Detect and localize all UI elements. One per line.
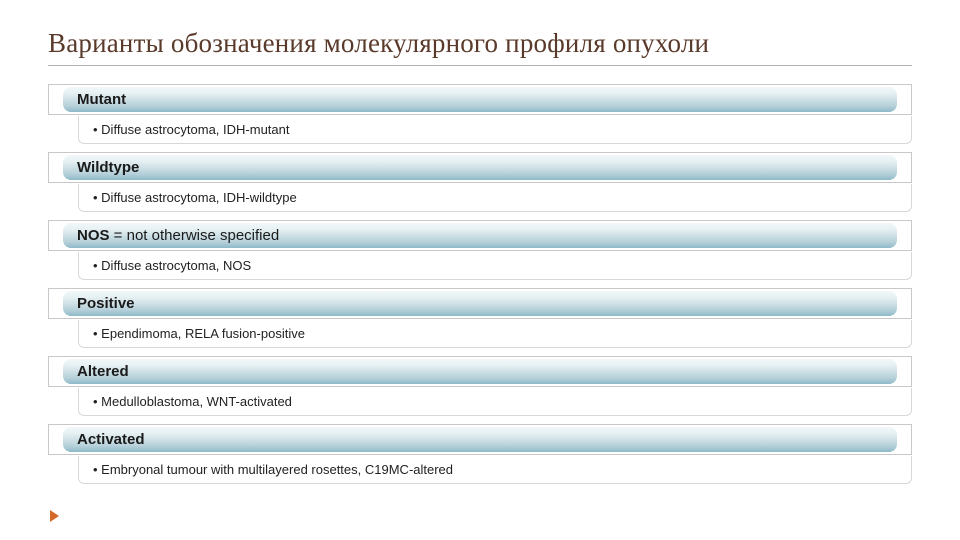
section-header-wrap: Mutant (48, 84, 912, 115)
section-header-label: Wildtype (77, 159, 139, 176)
section-body: • Diffuse astrocytoma, IDH-mutant (78, 116, 912, 144)
section-header-wrap: Positive (48, 288, 912, 319)
section: Positive • Ependimoma, RELA fusion-posit… (48, 288, 912, 348)
slide-title: Варианты обозначения молекулярного профи… (48, 28, 912, 66)
section-header: Altered (63, 359, 897, 384)
section-header-label: Mutant (77, 91, 126, 108)
sections-container: Mutant • Diffuse astrocytoma, IDH-mutant… (48, 84, 912, 484)
section: Mutant • Diffuse astrocytoma, IDH-mutant (48, 84, 912, 144)
section-header-wrap: Altered (48, 356, 912, 387)
section-header: Positive (63, 291, 897, 316)
section-body: • Diffuse astrocytoma, NOS (78, 252, 912, 280)
section: Activated • Embryonal tumour with multil… (48, 424, 912, 484)
slide-marker-icon (50, 510, 59, 522)
section-header-wrap: NOS = not otherwise specified (48, 220, 912, 251)
section-body: • Embryonal tumour with multilayered ros… (78, 456, 912, 484)
section-header-label: Activated (77, 431, 145, 448)
section-header: Mutant (63, 87, 897, 112)
section: Wildtype • Diffuse astrocytoma, IDH-wild… (48, 152, 912, 212)
section-header: Activated (63, 427, 897, 452)
section-header: Wildtype (63, 155, 897, 180)
section-header-label: Altered (77, 363, 129, 380)
section-header-wrap: Wildtype (48, 152, 912, 183)
section-body: • Diffuse astrocytoma, IDH-wildtype (78, 184, 912, 212)
section: NOS = not otherwise specified • Diffuse … (48, 220, 912, 280)
section-body: • Medulloblastoma, WNT-activated (78, 388, 912, 416)
section-header-wrap: Activated (48, 424, 912, 455)
section: Altered • Medulloblastoma, WNT-activated (48, 356, 912, 416)
section-header: NOS = not otherwise specified (63, 223, 897, 248)
section-header-label: Positive (77, 295, 135, 312)
section-header-sub: = not otherwise specified (110, 227, 280, 244)
section-body: • Ependimoma, RELA fusion-positive (78, 320, 912, 348)
section-header-label: NOS (77, 227, 110, 244)
